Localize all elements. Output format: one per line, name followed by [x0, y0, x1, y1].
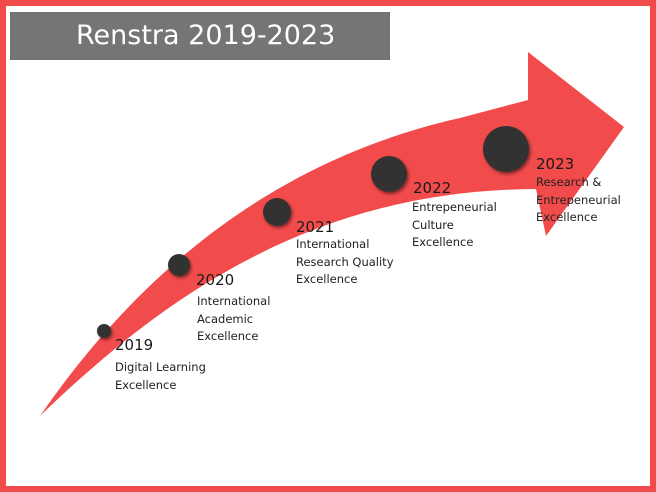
milestone-year-2023: 2023 [536, 155, 575, 173]
milestone-description-2019: Digital Learning Excellence [115, 360, 206, 392]
page-title: Renstra 2019-2023 [10, 12, 390, 60]
milestone-dot-2023 [483, 126, 529, 172]
milestone-description-2022: Entrepeneurial Culture Excellence [412, 200, 497, 249]
milestone-year-2020: 2020 [196, 271, 235, 289]
milestone-dot-2020 [168, 254, 190, 276]
timeline-arrow [40, 52, 624, 416]
curved-arrow-shape [40, 52, 624, 416]
milestone-year-2022: 2022 [413, 179, 452, 197]
milestone-description-2021: International Research Quality Excellenc… [296, 237, 394, 286]
milestone-year-2021: 2021 [296, 218, 335, 236]
milestone-year-2019: 2019 [115, 336, 154, 354]
milestone-dot-2022 [371, 156, 407, 192]
milestone-dot-2019 [97, 324, 111, 338]
milestone-description-2023: Research & Entrepeneurial Excellence [536, 175, 621, 224]
milestone-description-2020: International Academic Excellence [197, 294, 271, 343]
milestone-dot-2021 [263, 198, 291, 226]
